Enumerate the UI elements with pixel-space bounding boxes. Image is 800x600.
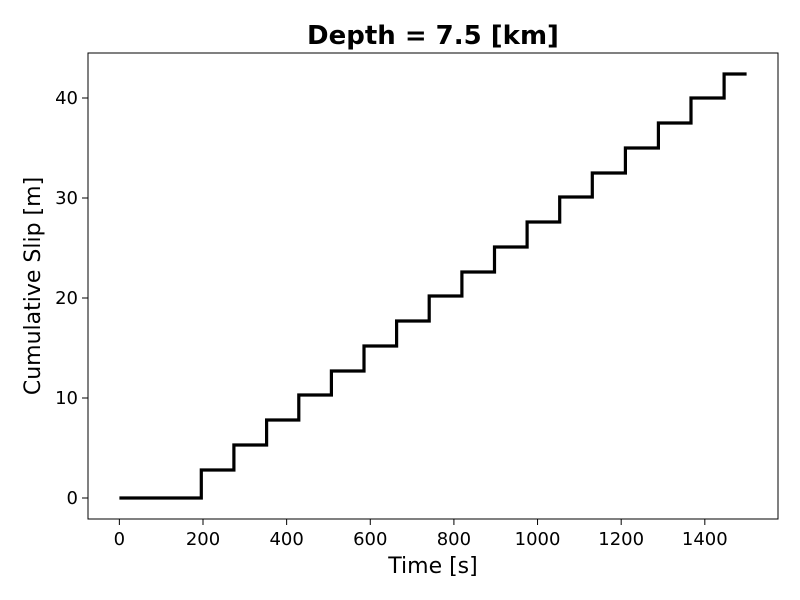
x-tick-label: 800 — [437, 529, 471, 550]
x-axis-label: Time [s] — [387, 554, 477, 579]
x-axis: 0 200 400 600 800 1000 1200 1400 — [114, 519, 728, 550]
x-tick-label: 400 — [269, 529, 303, 550]
x-tick-label: 1200 — [598, 529, 644, 550]
x-tick-label: 1000 — [515, 529, 561, 550]
plot-frame — [87, 52, 779, 520]
y-tick-label: 30 — [55, 188, 78, 209]
x-tick-label: 0 — [114, 529, 125, 550]
x-tick-label: 200 — [186, 529, 220, 550]
y-tick-label: 0 — [67, 488, 78, 509]
y-tick-label: 10 — [55, 388, 78, 409]
y-tick-label: 40 — [55, 88, 78, 109]
y-tick-label: 20 — [55, 288, 78, 309]
y-axis: 0 10 20 30 40 — [55, 88, 88, 509]
y-axis-label: Cumulative Slip [m] — [21, 177, 46, 395]
series-line-cumulative-slip — [119, 72, 747, 500]
x-tick-label: 600 — [353, 529, 387, 550]
chart-title: Depth = 7.5 [km] — [307, 21, 559, 51]
x-tick-label: 1400 — [682, 529, 728, 550]
